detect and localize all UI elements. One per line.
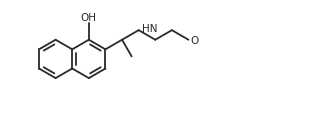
Text: O: O [190, 35, 198, 45]
Text: OH: OH [81, 13, 97, 23]
Text: HN: HN [142, 24, 157, 34]
